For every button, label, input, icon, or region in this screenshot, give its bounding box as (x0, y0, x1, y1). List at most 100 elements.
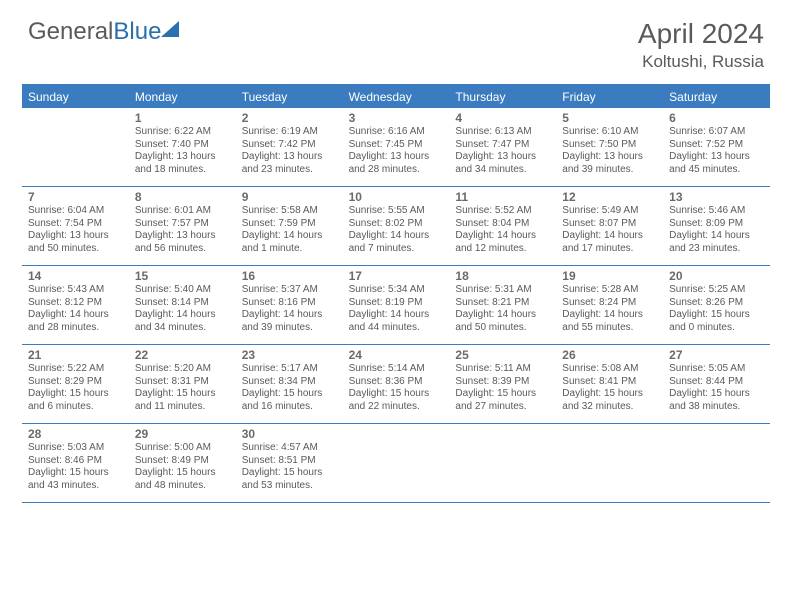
day-info: Sunrise: 5:52 AMSunset: 8:04 PMDaylight:… (455, 205, 550, 255)
day-info: Sunrise: 5:34 AMSunset: 8:19 PMDaylight:… (349, 284, 444, 334)
daylight-text: and 50 minutes. (28, 243, 123, 256)
daylight-text: Daylight: 15 hours (135, 467, 230, 480)
calendar-day-empty (343, 424, 450, 502)
day-info: Sunrise: 5:31 AMSunset: 8:21 PMDaylight:… (455, 284, 550, 334)
day-number: 5 (562, 111, 657, 125)
calendar-day: 9Sunrise: 5:58 AMSunset: 7:59 PMDaylight… (236, 187, 343, 265)
daylight-text: and 23 minutes. (669, 243, 764, 256)
daylight-text: and 38 minutes. (669, 401, 764, 414)
daylight-text: Daylight: 13 hours (349, 151, 444, 164)
daylight-text: and 53 minutes. (242, 480, 337, 493)
sunrise-text: Sunrise: 5:34 AM (349, 284, 444, 297)
sunrise-text: Sunrise: 5:25 AM (669, 284, 764, 297)
daylight-text: Daylight: 13 hours (242, 151, 337, 164)
sunset-text: Sunset: 7:42 PM (242, 139, 337, 152)
daylight-text: and 28 minutes. (28, 322, 123, 335)
sunset-text: Sunset: 8:44 PM (669, 376, 764, 389)
calendar-day: 16Sunrise: 5:37 AMSunset: 8:16 PMDayligh… (236, 266, 343, 344)
sunset-text: Sunset: 8:41 PM (562, 376, 657, 389)
calendar-day: 22Sunrise: 5:20 AMSunset: 8:31 PMDayligh… (129, 345, 236, 423)
calendar-day: 30Sunrise: 4:57 AMSunset: 8:51 PMDayligh… (236, 424, 343, 502)
dayhead-wednesday: Wednesday (343, 86, 450, 108)
day-number: 22 (135, 348, 230, 362)
day-info: Sunrise: 6:04 AMSunset: 7:54 PMDaylight:… (28, 205, 123, 255)
calendar-day: 14Sunrise: 5:43 AMSunset: 8:12 PMDayligh… (22, 266, 129, 344)
sunset-text: Sunset: 8:07 PM (562, 218, 657, 231)
sunrise-text: Sunrise: 5:43 AM (28, 284, 123, 297)
daylight-text: and 22 minutes. (349, 401, 444, 414)
calendar-day: 18Sunrise: 5:31 AMSunset: 8:21 PMDayligh… (449, 266, 556, 344)
calendar-week: 1Sunrise: 6:22 AMSunset: 7:40 PMDaylight… (22, 108, 770, 187)
sunset-text: Sunset: 8:51 PM (242, 455, 337, 468)
daylight-text: and 0 minutes. (669, 322, 764, 335)
sunset-text: Sunset: 8:31 PM (135, 376, 230, 389)
day-number: 23 (242, 348, 337, 362)
sunrise-text: Sunrise: 5:20 AM (135, 363, 230, 376)
calendar-day: 7Sunrise: 6:04 AMSunset: 7:54 PMDaylight… (22, 187, 129, 265)
daylight-text: Daylight: 14 hours (455, 309, 550, 322)
sunrise-text: Sunrise: 5:49 AM (562, 205, 657, 218)
day-info: Sunrise: 6:01 AMSunset: 7:57 PMDaylight:… (135, 205, 230, 255)
calendar-day-empty (449, 424, 556, 502)
calendar-day: 26Sunrise: 5:08 AMSunset: 8:41 PMDayligh… (556, 345, 663, 423)
calendar-day: 1Sunrise: 6:22 AMSunset: 7:40 PMDaylight… (129, 108, 236, 186)
sunrise-text: Sunrise: 5:52 AM (455, 205, 550, 218)
calendar-day: 20Sunrise: 5:25 AMSunset: 8:26 PMDayligh… (663, 266, 770, 344)
sunrise-text: Sunrise: 5:00 AM (135, 442, 230, 455)
sunset-text: Sunset: 8:21 PM (455, 297, 550, 310)
daylight-text: Daylight: 13 hours (455, 151, 550, 164)
daylight-text: Daylight: 15 hours (349, 388, 444, 401)
daylight-text: and 34 minutes. (455, 164, 550, 177)
daylight-text: Daylight: 14 hours (349, 230, 444, 243)
sunset-text: Sunset: 7:47 PM (455, 139, 550, 152)
daylight-text: and 44 minutes. (349, 322, 444, 335)
day-number: 11 (455, 190, 550, 204)
dayhead-tuesday: Tuesday (236, 86, 343, 108)
calendar-day-empty (663, 424, 770, 502)
day-info: Sunrise: 5:40 AMSunset: 8:14 PMDaylight:… (135, 284, 230, 334)
daylight-text: Daylight: 15 hours (669, 309, 764, 322)
daylight-text: and 39 minutes. (242, 322, 337, 335)
day-number: 19 (562, 269, 657, 283)
calendar-day: 17Sunrise: 5:34 AMSunset: 8:19 PMDayligh… (343, 266, 450, 344)
daylight-text: Daylight: 13 hours (135, 230, 230, 243)
day-number: 17 (349, 269, 444, 283)
daylight-text: and 43 minutes. (28, 480, 123, 493)
daylight-text: and 34 minutes. (135, 322, 230, 335)
day-info: Sunrise: 6:10 AMSunset: 7:50 PMDaylight:… (562, 126, 657, 176)
day-info: Sunrise: 5:46 AMSunset: 8:09 PMDaylight:… (669, 205, 764, 255)
sunrise-text: Sunrise: 5:37 AM (242, 284, 337, 297)
sunrise-text: Sunrise: 5:05 AM (669, 363, 764, 376)
sunrise-text: Sunrise: 6:19 AM (242, 126, 337, 139)
calendar-weeks: 1Sunrise: 6:22 AMSunset: 7:40 PMDaylight… (22, 108, 770, 503)
dayhead-saturday: Saturday (663, 86, 770, 108)
sunset-text: Sunset: 7:50 PM (562, 139, 657, 152)
day-info: Sunrise: 5:43 AMSunset: 8:12 PMDaylight:… (28, 284, 123, 334)
daylight-text: and 23 minutes. (242, 164, 337, 177)
day-info: Sunrise: 5:55 AMSunset: 8:02 PMDaylight:… (349, 205, 444, 255)
calendar-day: 2Sunrise: 6:19 AMSunset: 7:42 PMDaylight… (236, 108, 343, 186)
daylight-text: and 16 minutes. (242, 401, 337, 414)
calendar-week: 21Sunrise: 5:22 AMSunset: 8:29 PMDayligh… (22, 345, 770, 424)
daylight-text: Daylight: 13 hours (669, 151, 764, 164)
daylight-text: Daylight: 13 hours (28, 230, 123, 243)
day-info: Sunrise: 5:28 AMSunset: 8:24 PMDaylight:… (562, 284, 657, 334)
sunset-text: Sunset: 7:40 PM (135, 139, 230, 152)
daylight-text: Daylight: 15 hours (242, 388, 337, 401)
daylight-text: Daylight: 14 hours (242, 230, 337, 243)
day-number: 20 (669, 269, 764, 283)
day-number: 18 (455, 269, 550, 283)
sunrise-text: Sunrise: 5:58 AM (242, 205, 337, 218)
day-number: 14 (28, 269, 123, 283)
daylight-text: Daylight: 13 hours (135, 151, 230, 164)
daylight-text: Daylight: 15 hours (28, 388, 123, 401)
calendar-day: 10Sunrise: 5:55 AMSunset: 8:02 PMDayligh… (343, 187, 450, 265)
day-number: 7 (28, 190, 123, 204)
sunrise-text: Sunrise: 5:03 AM (28, 442, 123, 455)
sunset-text: Sunset: 8:36 PM (349, 376, 444, 389)
daylight-text: Daylight: 14 hours (455, 230, 550, 243)
sunrise-text: Sunrise: 5:31 AM (455, 284, 550, 297)
calendar: Sunday Monday Tuesday Wednesday Thursday… (22, 84, 770, 503)
day-number: 2 (242, 111, 337, 125)
day-number: 30 (242, 427, 337, 441)
